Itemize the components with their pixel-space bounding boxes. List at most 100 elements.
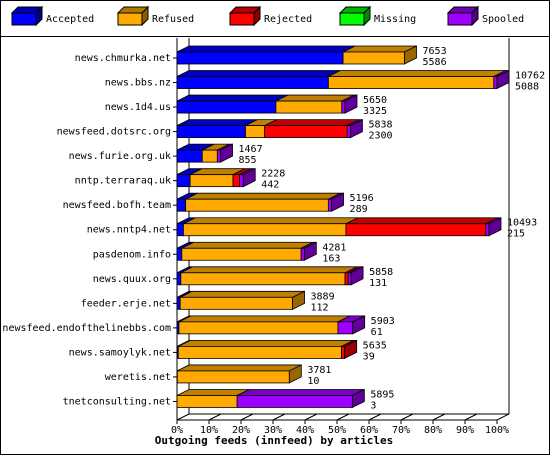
bar-segment <box>176 94 289 114</box>
bar-segment <box>176 364 302 384</box>
bar-front <box>327 198 332 212</box>
y-tick-label: news.furie.org.uk <box>69 151 171 162</box>
bar-segment <box>342 45 417 65</box>
bar-segment <box>236 389 365 408</box>
y-tick-label: news.samoylyk.net <box>69 347 171 358</box>
total-label: 3781 <box>307 365 331 376</box>
bar-front <box>176 149 203 163</box>
bar-segment <box>181 241 314 261</box>
x-tick-label: 80% <box>424 425 442 436</box>
bar-top <box>183 217 359 225</box>
bar-front <box>245 125 266 138</box>
bar-top <box>264 119 360 126</box>
x-tick <box>336 413 350 421</box>
bar-front <box>327 76 495 89</box>
legend-item: Accepted <box>10 5 94 27</box>
bar-segment <box>180 266 358 286</box>
legend-item: Rejected <box>228 5 312 27</box>
x-axis-title: Outgoing feeds (innfeed) by articles <box>155 434 393 447</box>
bar-front <box>182 223 347 237</box>
bar-front <box>337 321 354 335</box>
accepted-label: 2300 <box>368 131 392 142</box>
bar-front <box>176 198 187 212</box>
y-tick-label: newsfeed.endofthelinebbs.com <box>2 323 171 334</box>
y-tick-label: feeder.erje.net <box>81 298 171 309</box>
bar-front <box>236 395 353 408</box>
bar-top <box>181 241 314 249</box>
legend-label: Refused <box>152 14 194 25</box>
x-tick-label: 90% <box>456 425 474 436</box>
bar-side <box>352 315 366 335</box>
accepted-label: 10 <box>307 376 319 387</box>
legend-label: Rejected <box>264 14 312 25</box>
x-tick <box>368 413 382 421</box>
accepted-label: 131 <box>369 278 387 289</box>
bar-top <box>176 70 341 77</box>
bar-front <box>189 174 234 188</box>
bar-front <box>216 149 221 163</box>
bar-front <box>178 321 339 335</box>
total-label: 5650 <box>363 95 387 106</box>
bar-top <box>180 290 305 298</box>
bar-top <box>178 339 354 347</box>
y-tick-label: news.nntp4.net <box>87 225 171 236</box>
bar-front <box>176 76 329 89</box>
bar-segment <box>176 168 203 188</box>
bar-front <box>345 223 487 237</box>
bar-segment <box>178 315 351 335</box>
total-label: 4281 <box>322 242 346 253</box>
bar-side <box>350 266 364 286</box>
x-tick <box>208 413 222 421</box>
total-label: 5635 <box>363 340 387 351</box>
bar-segment <box>275 94 354 114</box>
legend-item: Refused <box>116 5 194 27</box>
accepted-label: 289 <box>350 204 368 215</box>
total-label: 5903 <box>371 316 395 327</box>
accepted-label: 442 <box>261 180 279 191</box>
accepted-label: 163 <box>322 253 340 264</box>
bar-front <box>347 272 352 286</box>
bar-front <box>176 395 238 408</box>
x-tick <box>272 413 286 421</box>
bar-top <box>176 45 356 53</box>
accepted-label: 112 <box>311 302 329 313</box>
accepted-label: 5586 <box>423 57 447 68</box>
x-tick <box>304 413 318 421</box>
bar-front <box>176 247 183 261</box>
bar-front <box>176 370 290 384</box>
bar-top <box>185 192 341 200</box>
bar-front <box>300 247 305 261</box>
bar-side <box>303 241 317 261</box>
x-tick <box>496 413 510 421</box>
bar-front <box>176 51 344 65</box>
y-tick-label: pasdenom.info <box>93 249 171 260</box>
bar-front <box>342 51 405 65</box>
accepted-label: 215 <box>507 229 525 240</box>
x-tick-label: 30% <box>264 425 282 436</box>
bar-segment <box>327 70 506 89</box>
total-label: 5858 <box>369 267 393 278</box>
total-label: 7653 <box>423 46 447 57</box>
bar-front <box>176 125 246 138</box>
bar-segment <box>189 168 246 188</box>
bar-front <box>177 345 342 359</box>
bar-front <box>181 247 302 261</box>
bar-side <box>220 143 233 163</box>
bar-front <box>176 223 184 237</box>
bar-side <box>350 118 363 139</box>
bar-front <box>176 100 277 114</box>
x-tick-label: 50% <box>328 425 346 436</box>
bar-side <box>292 290 305 310</box>
bar-front <box>180 272 346 286</box>
bar-side <box>344 339 358 360</box>
y-tick-label: weretis.net <box>105 372 171 383</box>
bar-segment <box>177 339 354 359</box>
y-tick-label: nntp.terraraq.uk <box>75 176 171 187</box>
bar-front <box>176 174 191 188</box>
total-label: 2228 <box>261 169 285 180</box>
bar-segment <box>179 290 305 310</box>
legend-item: Missing <box>338 5 416 27</box>
x-tick-label: 70% <box>392 425 410 436</box>
bar-segment <box>345 217 498 237</box>
